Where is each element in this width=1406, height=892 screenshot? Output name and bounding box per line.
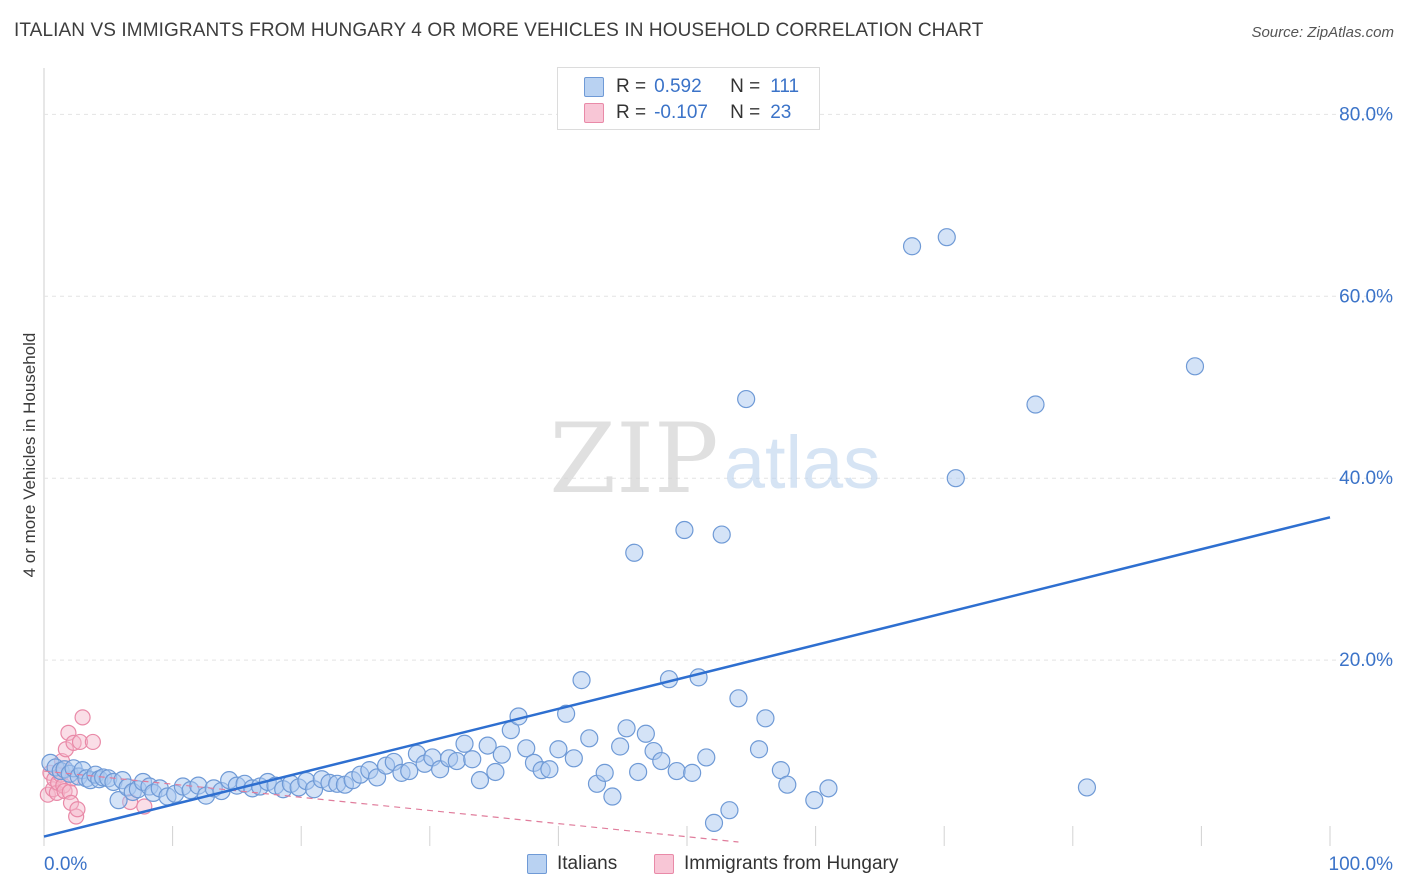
x-axis-ticks	[43, 826, 1331, 846]
italians-point	[749, 740, 769, 759]
source-label: Source: ZipAtlas.com	[1251, 24, 1394, 41]
legend-r-label: R =	[616, 76, 647, 97]
italians-point	[611, 737, 630, 756]
y-tick-label: 40.0%	[1339, 468, 1393, 489]
legend-n-label: N =	[730, 102, 761, 123]
legend-n-label: N =	[730, 76, 761, 97]
italians-point	[756, 709, 775, 728]
italians-point	[667, 761, 686, 781]
italians-point	[492, 745, 511, 764]
legend-r-value: 0.592	[654, 76, 702, 97]
italians-trend-line	[43, 516, 1331, 838]
italians-point	[819, 779, 838, 798]
italians-point	[517, 739, 536, 758]
italians-point	[580, 729, 599, 748]
italians-point	[1185, 357, 1205, 376]
italians-point	[712, 525, 731, 544]
watermark-atlas: atlas	[724, 421, 880, 504]
italians-point	[486, 762, 505, 782]
italians-point	[557, 704, 576, 723]
hungary-point	[71, 733, 89, 751]
italians-point	[478, 736, 497, 755]
italians-point	[400, 761, 419, 781]
chart-title: ITALIAN VS IMMIGRANTS FROM HUNGARY 4 OR …	[14, 20, 984, 41]
bottom-legend-swatch-blue	[527, 854, 547, 874]
hungary-point	[65, 734, 82, 751]
italians-point	[902, 237, 922, 256]
bottom-legend-label: Italians	[557, 853, 618, 874]
y-axis-title: 4 or more Vehicles in Household	[20, 332, 39, 578]
hungary-point	[60, 724, 77, 741]
italians-point	[946, 469, 965, 488]
watermark-zip: ZIP	[549, 403, 718, 515]
series-italians-points	[41, 228, 1205, 833]
legend-swatch-pink	[584, 103, 604, 123]
hungary-point	[84, 733, 101, 751]
stats-legend: R = 0.592 N = 111 R = -0.107 N = 23	[557, 67, 820, 130]
italians-point	[625, 543, 644, 562]
x-axis-labels: 0.0% 100.0%	[44, 854, 1393, 875]
italians-point	[1077, 778, 1097, 797]
bottom-legend-swatch-pink	[654, 854, 674, 874]
italians-point	[463, 750, 482, 769]
italians-point	[595, 763, 614, 782]
italians-point	[683, 763, 702, 782]
y-axis-labels: 20.0% 40.0% 60.0% 80.0%	[1339, 104, 1393, 671]
legend-n-value: 111	[770, 76, 800, 97]
italians-point	[109, 791, 128, 810]
hungary-point	[74, 709, 91, 726]
italians-point	[564, 749, 583, 768]
italians-point	[704, 813, 724, 833]
legend-swatch-blue	[584, 77, 604, 97]
italians-point	[470, 771, 490, 790]
italians-point	[617, 719, 636, 738]
y-tick-label: 20.0%	[1339, 650, 1393, 671]
y-tick-label: 80.0%	[1339, 104, 1393, 125]
watermark: ZIP atlas	[549, 403, 880, 515]
italians-point	[652, 751, 671, 771]
italians-point	[697, 748, 716, 767]
italians-point	[540, 760, 559, 779]
x-tick-label: 100.0%	[1329, 854, 1394, 875]
italians-point	[778, 775, 797, 794]
legend-row-hungary: R = -0.107 N = 23	[584, 101, 791, 125]
italians-point	[805, 791, 824, 810]
legend-r-label: R =	[616, 102, 647, 123]
x-tick-label: 0.0%	[44, 854, 87, 875]
bottom-legend-hungary: Immigrants from Hungary	[654, 852, 898, 876]
bottom-legend-label: Immigrants from Hungary	[684, 853, 899, 874]
hungary-point	[69, 801, 86, 818]
legend-row-italians: R = 0.592 N = 111	[584, 75, 799, 99]
italians-point	[572, 671, 591, 690]
y-tick-label: 60.0%	[1339, 286, 1393, 307]
italians-point	[629, 762, 648, 782]
bottom-legend-italians: Italians	[527, 852, 617, 876]
italians-point	[937, 228, 956, 247]
italians-point	[720, 801, 739, 820]
trend-lines	[43, 516, 1331, 843]
legend-r-value: -0.107	[654, 102, 708, 123]
italians-point	[455, 734, 474, 753]
italians-point	[549, 740, 568, 759]
legend-n-value: 23	[770, 102, 792, 123]
italians-point	[737, 389, 756, 409]
italians-point	[447, 751, 466, 771]
italians-point	[729, 689, 748, 708]
italians-point	[603, 787, 622, 806]
italians-point	[675, 520, 694, 540]
italians-point	[1026, 395, 1045, 414]
italians-point	[636, 724, 655, 743]
